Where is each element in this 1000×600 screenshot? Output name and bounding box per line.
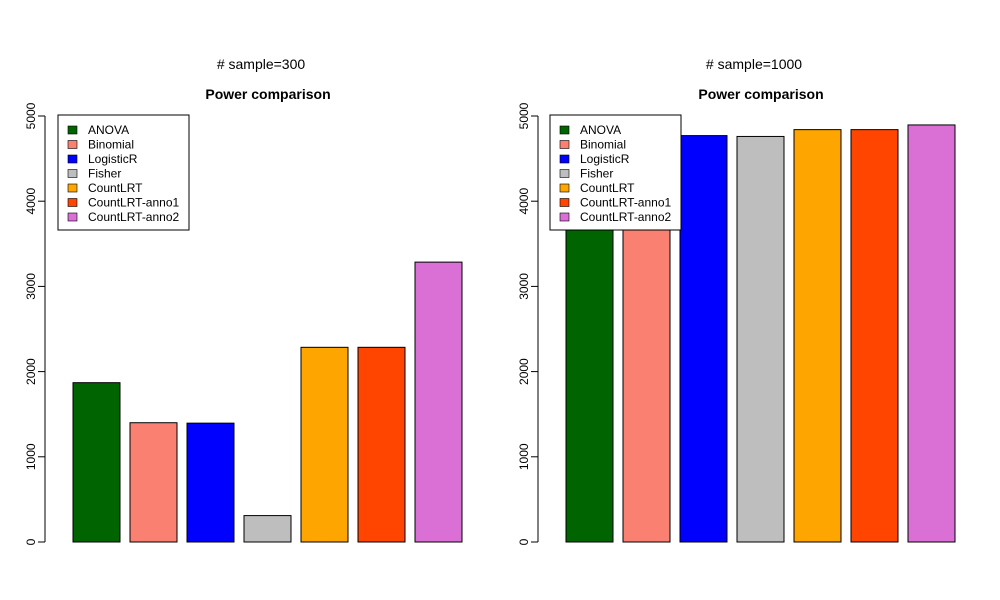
panel-title: Power comparison: [205, 86, 330, 102]
legend-swatch: [67, 125, 78, 135]
legend-label: CountLRT-anno2: [580, 210, 672, 224]
legend: ANOVABinomialLogisticRFisherCountLRTCoun…: [549, 114, 682, 231]
bar-fisher: [243, 515, 292, 543]
legend-label: Fisher: [580, 167, 613, 181]
panel-title: Power comparison: [698, 86, 823, 102]
bar-logisticr: [186, 422, 235, 543]
legend-swatch: [67, 169, 78, 178]
legend-label: CountLRT-anno1: [88, 196, 180, 210]
bar-anova: [72, 382, 121, 543]
legend-label: ANOVA: [88, 123, 129, 137]
legend-box: [549, 114, 682, 231]
panel-caption: # sample=1000: [706, 56, 802, 72]
y-tick-label: 3000: [24, 273, 38, 300]
legend-label: Fisher: [88, 167, 121, 181]
y-tick-label: 2000: [24, 358, 38, 385]
legend-swatch: [67, 154, 78, 164]
y-tick-label: 4000: [517, 188, 531, 215]
legend-label: Binomial: [580, 138, 626, 152]
legend-label: CountLRT-anno1: [580, 196, 672, 210]
bar-countlrt-anno1: [850, 129, 899, 543]
bar-countlrt-anno1: [357, 346, 406, 543]
y-tick-label: 1000: [517, 443, 531, 470]
legend-swatch: [559, 183, 570, 193]
y-tick-label: 4000: [24, 188, 38, 215]
y-axis: 0 1000 2000 3000 4000 5000: [517, 102, 539, 545]
bar-countlrt: [300, 346, 349, 543]
legend-label: Binomial: [88, 138, 134, 152]
bar-logisticr: [679, 135, 728, 543]
y-tick-label: 5000: [24, 102, 38, 129]
legend-label: LogisticR: [580, 152, 630, 166]
legend-swatch: [559, 125, 570, 135]
bar-countlrt: [793, 129, 842, 543]
bar-fisher: [736, 135, 785, 543]
chart-panel-sample-1000: # sample=1000 Power comparison 0 1000 2000…: [517, 56, 956, 545]
legend-label: CountLRT: [88, 181, 143, 195]
legend-label: ANOVA: [580, 123, 621, 137]
bar-group: [72, 261, 463, 543]
y-tick-label: 1000: [24, 443, 38, 470]
y-tick-label: 0: [24, 538, 38, 545]
legend-swatch: [67, 212, 78, 222]
y-axis: 0 1000 2000 3000 4000 5000: [24, 102, 46, 545]
legend-swatch: [67, 183, 78, 193]
legend-swatch: [559, 140, 570, 149]
legend-box: [57, 114, 190, 231]
legend-label: LogisticR: [88, 152, 138, 166]
legend: ANOVABinomialLogisticRFisherCountLRTCoun…: [57, 114, 190, 231]
legend-swatch: [67, 140, 78, 149]
y-tick-label: 2000: [517, 358, 531, 385]
legend-swatch: [559, 169, 570, 178]
legend-label: CountLRT: [580, 181, 635, 195]
bar-binomial: [129, 422, 178, 543]
y-tick-label: 0: [517, 538, 531, 545]
bar-countlrt-anno2: [414, 261, 463, 543]
y-tick-label: 3000: [517, 273, 531, 300]
y-tick-label: 5000: [517, 102, 531, 129]
legend-swatch: [559, 212, 570, 222]
legend-swatch: [67, 198, 78, 207]
panel-caption: # sample=300: [217, 56, 306, 72]
chart-panel-sample-300: # sample=300 Power comparison 0 1000 2000 3…: [24, 56, 463, 545]
bar-countlrt-anno2: [907, 124, 956, 543]
legend-label: CountLRT-anno2: [88, 210, 180, 224]
legend-swatch: [559, 198, 570, 207]
legend-swatch: [559, 154, 570, 164]
